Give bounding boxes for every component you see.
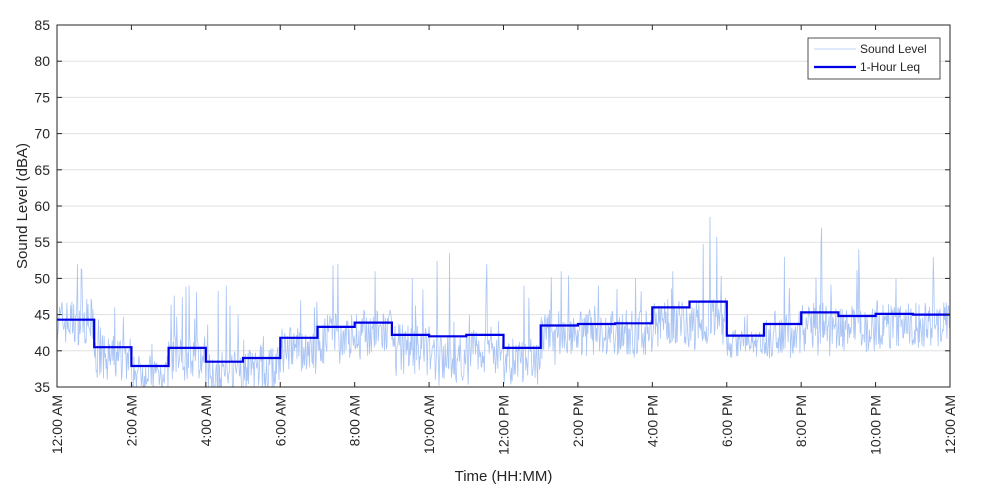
y-tick-label: 65: [34, 162, 50, 178]
y-tick-label: 80: [34, 53, 50, 69]
legend: Sound Level 1-Hour Leq: [807, 37, 941, 80]
x-axis-title: Time (HH:MM): [455, 468, 553, 485]
y-axis-title: Sound Level (dBA): [14, 143, 31, 269]
x-tick-label: 12:00 AM: [942, 395, 958, 454]
y-tick-label: 45: [34, 307, 50, 323]
legend-label-1-hour-leq: 1-Hour Leq: [860, 60, 920, 74]
y-tick-label: 50: [34, 270, 50, 286]
x-tick-label: 6:00 PM: [719, 395, 735, 447]
plot-area: [57, 216, 950, 387]
legend-box: [807, 37, 941, 80]
x-axis: 12:00 AM 2:00 AM 4:00 AM 6:00 AM 8:00 AM 10:0…: [49, 25, 958, 455]
y-axis: 35 40 45 50 55 60 65 70 75 80 85: [34, 17, 950, 395]
y-tick-label: 70: [34, 126, 50, 142]
y-tick-label: 40: [34, 343, 50, 359]
y-tick-label: 55: [34, 234, 50, 250]
series-1-hour-leq-line: [57, 300, 950, 368]
x-tick-label: 10:00 PM: [868, 395, 884, 455]
x-tick-label: 12:00 AM: [49, 395, 65, 454]
x-tick-label: 4:00 AM: [198, 395, 214, 446]
x-tick-label: 6:00 AM: [272, 395, 288, 446]
x-tick-label: 8:00 AM: [347, 395, 363, 446]
x-tick-label: 2:00 PM: [570, 395, 586, 447]
y-tick-label: 85: [34, 17, 50, 33]
y-tick-label: 60: [34, 198, 50, 214]
x-tick-label: 4:00 PM: [644, 395, 660, 447]
x-tick-label: 2:00 AM: [123, 395, 139, 446]
legend-label-sound-level: Sound Level: [860, 42, 927, 56]
y-tick-label: 35: [34, 379, 50, 395]
x-tick-label: 8:00 PM: [793, 395, 809, 447]
x-tick-label: 12:00 PM: [496, 395, 512, 455]
x-tick-label: 10:00 AM: [421, 395, 437, 454]
y-tick-label: 75: [34, 89, 50, 105]
